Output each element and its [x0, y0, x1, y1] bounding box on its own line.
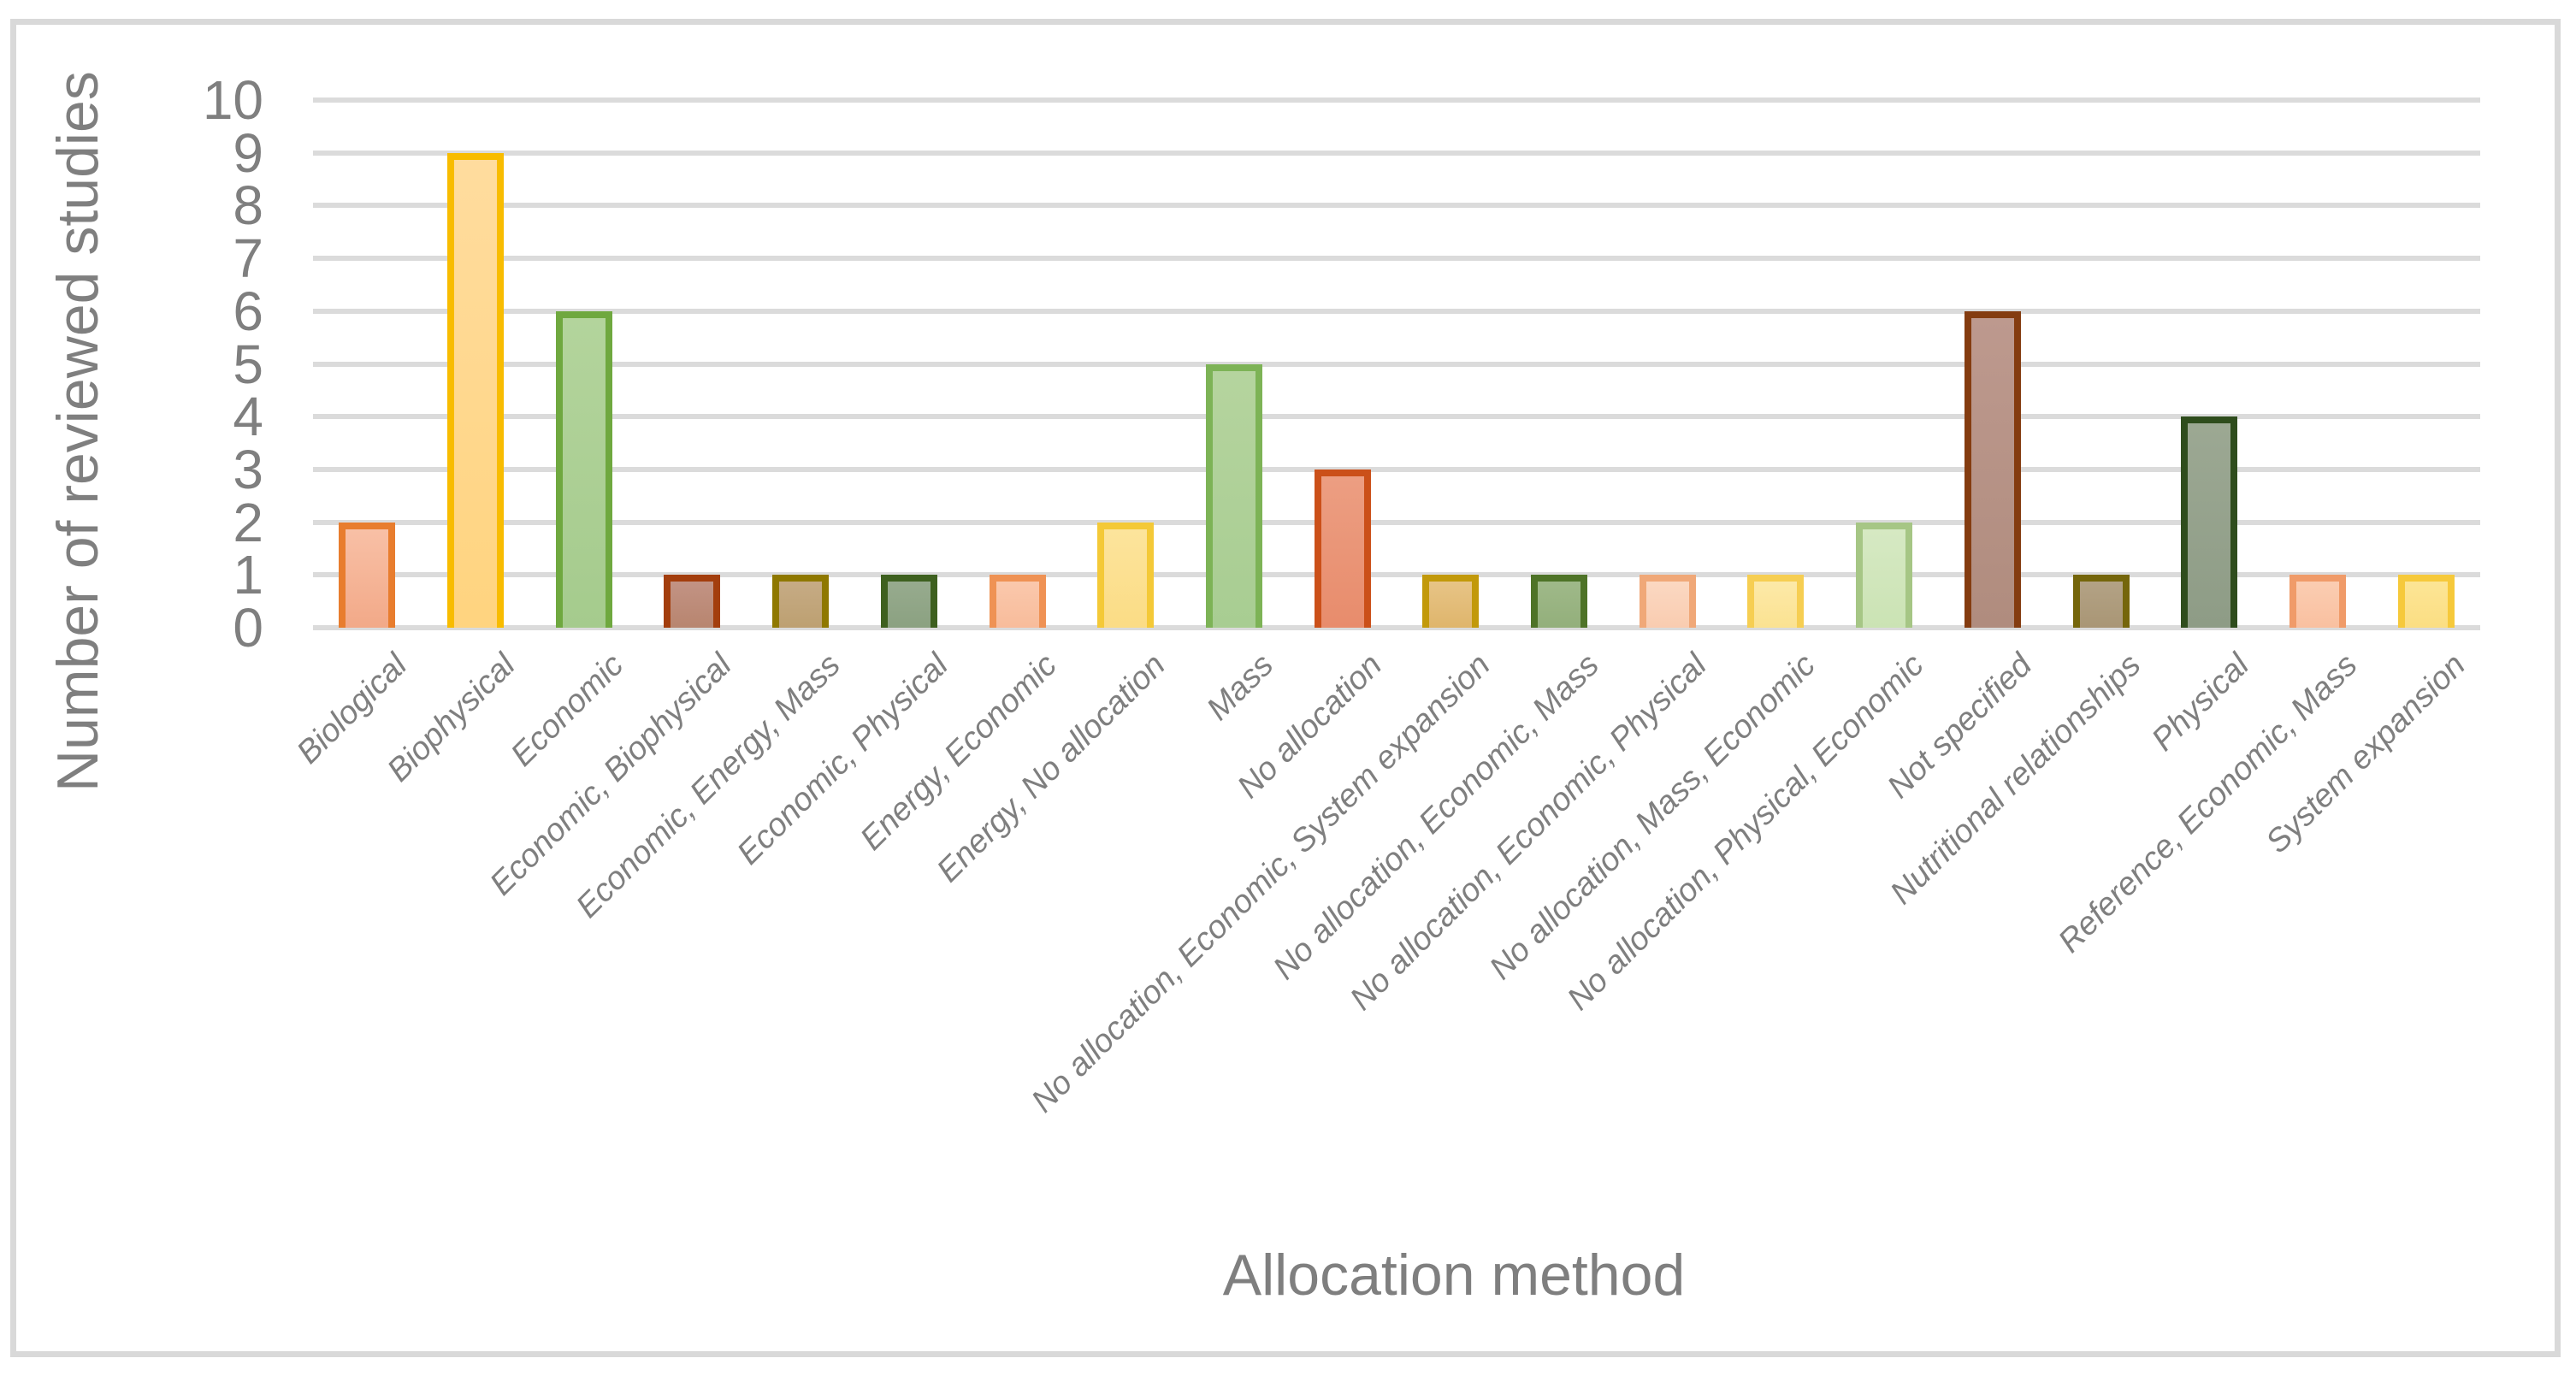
bar-economic-energy-mass — [772, 575, 830, 628]
gridline-y1 — [313, 572, 2480, 578]
y-tick-label-7: 7 — [233, 227, 263, 290]
bar-system-expansion — [2397, 575, 2455, 628]
bar-no-allocation-physical-economic — [1856, 522, 1913, 628]
plot-area — [313, 97, 2480, 630]
bar-biophysical — [447, 152, 505, 628]
gridline-y8 — [313, 203, 2480, 209]
bar-mass — [1205, 363, 1262, 628]
y-tick-label-4: 4 — [233, 386, 263, 448]
y-tick-label-2: 2 — [233, 491, 263, 553]
bar-energy-economic — [989, 575, 1046, 628]
gridline-y5 — [313, 361, 2480, 367]
bar-economic-physical — [880, 575, 937, 628]
bar-no-allocation-economic-physical — [1639, 575, 1696, 628]
y-tick-label-5: 5 — [233, 333, 263, 395]
bar-reference-economic-mass — [2289, 575, 2346, 628]
bar-economic-biophysical — [664, 575, 721, 628]
gridline-y6 — [313, 308, 2480, 314]
gridline-y0 — [313, 625, 2480, 630]
gridline-y9 — [313, 150, 2480, 156]
x-axis-title: Allocation method — [1222, 1243, 1686, 1308]
bar-energy-no-allocation — [1097, 522, 1155, 628]
gridline-y3 — [313, 466, 2480, 472]
bar-no-allocation-mass-economic — [1747, 575, 1805, 628]
y-tick-label-6: 6 — [233, 280, 263, 342]
y-tick-label-1: 1 — [233, 544, 263, 606]
gridline-y4 — [313, 414, 2480, 420]
y-tick-label-8: 8 — [233, 174, 263, 237]
bar-physical — [2181, 416, 2238, 628]
bar-biological — [339, 522, 396, 628]
y-tick-label-0: 0 — [233, 597, 263, 658]
bar-no-allocation-economic-mass — [1531, 575, 1588, 628]
gridline-y2 — [313, 519, 2480, 525]
bar-no-allocation — [1314, 469, 1371, 628]
bar-not-specified — [1964, 310, 2021, 628]
bar-nutritional-relationships — [2072, 575, 2130, 628]
y-tick-label-9: 9 — [233, 121, 263, 184]
gridline-y7 — [313, 256, 2480, 262]
gridline-y10 — [313, 97, 2480, 103]
bar-no-allocation-economic-system-expansion — [1422, 575, 1480, 628]
y-tick-label-10: 10 — [202, 69, 263, 131]
chart-frame — [10, 19, 2561, 1357]
bar-economic — [555, 310, 612, 628]
y-tick-label-3: 3 — [233, 438, 263, 500]
